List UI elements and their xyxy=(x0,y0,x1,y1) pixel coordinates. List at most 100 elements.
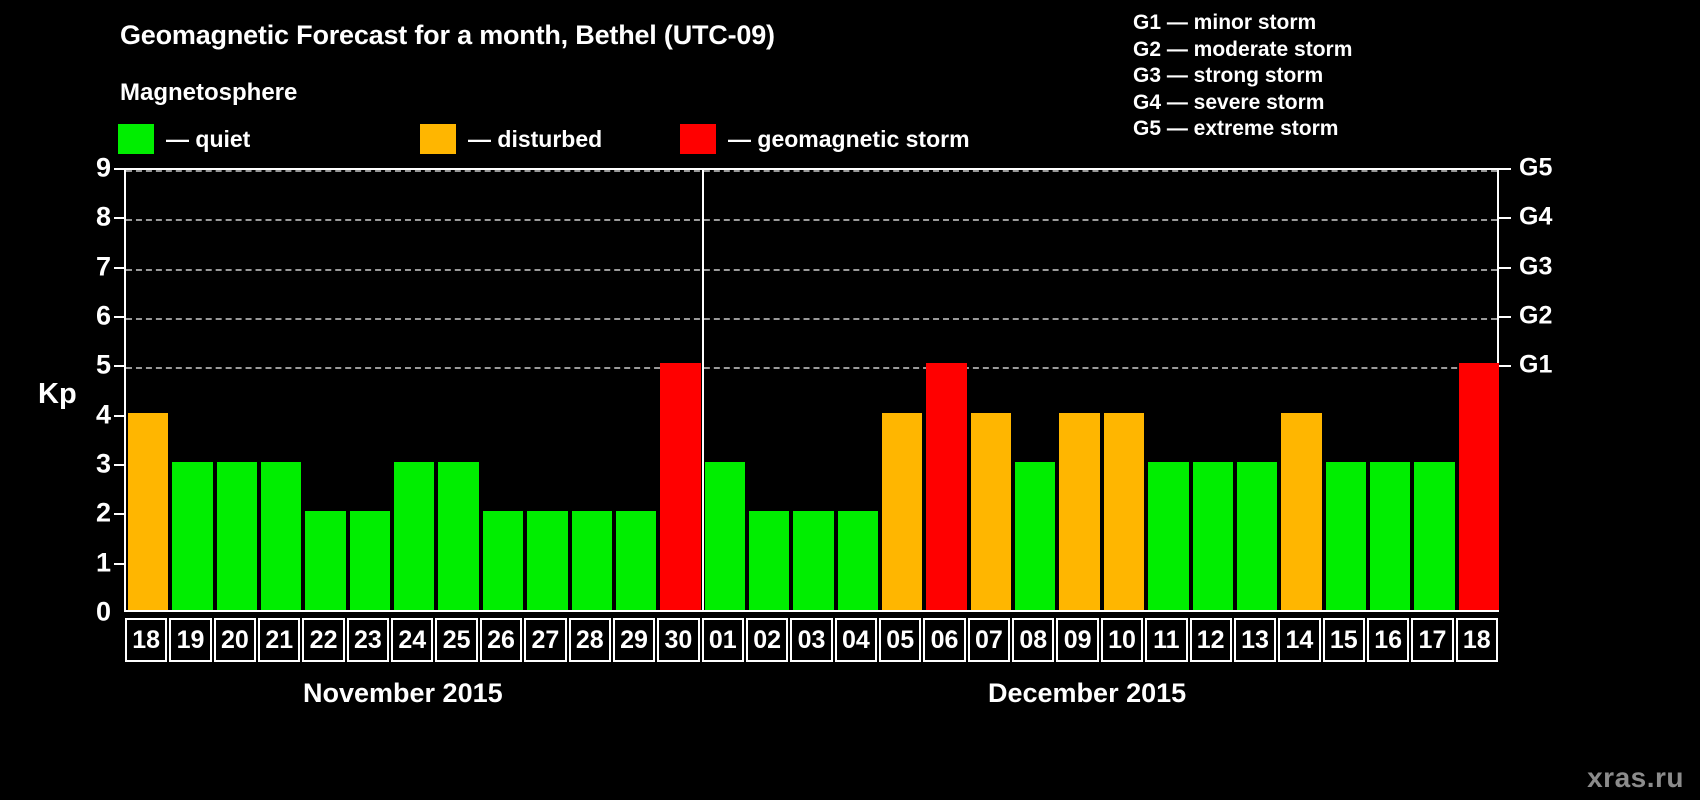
bar-december-06 xyxy=(926,363,967,610)
month-divider xyxy=(701,170,704,610)
day-label-december-10: 10 xyxy=(1100,618,1144,662)
legend-entry-disturbed: — disturbed xyxy=(420,122,602,156)
day-label-november-21: 21 xyxy=(258,618,301,662)
bar-november-18 xyxy=(128,412,169,610)
bar-december-05 xyxy=(882,412,923,610)
day-label-december-16: 16 xyxy=(1366,618,1410,662)
gridline-kp-6 xyxy=(126,318,1497,320)
y-tick-label-2: 2 xyxy=(95,497,111,528)
bar-december-17 xyxy=(1414,462,1455,610)
bar-december-02 xyxy=(748,511,790,610)
y-tick-label-5: 5 xyxy=(95,349,111,380)
day-label-december-13: 13 xyxy=(1233,618,1277,662)
y-tick-mark-1 xyxy=(114,562,124,565)
day-label-december-08: 08 xyxy=(1012,618,1055,662)
day-label-november-30: 30 xyxy=(657,618,700,662)
bar-december-04 xyxy=(837,511,879,610)
bar-december-07 xyxy=(970,412,1012,610)
bar-december-08 xyxy=(1015,462,1056,610)
day-label-december-02: 02 xyxy=(745,618,789,662)
day-label-november-29: 29 xyxy=(612,618,656,662)
bar-november-27 xyxy=(527,511,568,610)
month-caption-december: December 2015 xyxy=(988,678,1187,708)
g-axis-tick-g4 xyxy=(1499,217,1511,220)
y-tick-label-0: 0 xyxy=(95,596,111,627)
legend-swatch-disturbed xyxy=(420,124,456,154)
bar-december-03 xyxy=(793,511,834,610)
bar-november-23 xyxy=(349,511,391,610)
bar-november-28 xyxy=(571,511,612,610)
g-axis-tick-g5 xyxy=(1499,168,1511,170)
g-axis-tick-g2 xyxy=(1499,316,1511,318)
g-axis-label-g3: G3 xyxy=(1519,252,1553,281)
month-caption-november: November 2015 xyxy=(303,678,503,708)
day-label-december-17: 17 xyxy=(1411,618,1454,662)
bar-december-14 xyxy=(1281,412,1322,610)
y-tick-mark-9 xyxy=(114,168,124,170)
g-legend-row-g1: G1 — minor storm xyxy=(1133,11,1317,34)
bar-november-29 xyxy=(615,511,657,610)
legend-swatch-quiet xyxy=(118,124,154,154)
y-tick-label-6: 6 xyxy=(95,300,111,331)
day-axis-labels: 18 19 20 21 22 23 24 25 26 27 28 29 30 01 02 03 04 05 06 07… xyxy=(124,618,1499,662)
legend-label-geomagnetic-storm: — geomagnetic storm xyxy=(728,125,970,152)
gridline-kp-8 xyxy=(126,219,1497,222)
day-label-december-03: 03 xyxy=(790,618,833,662)
g-legend-row-g4: G4 — severe storm xyxy=(1133,90,1325,114)
g-legend-row-g3: G3 — strong storm xyxy=(1133,64,1324,87)
y-tick-mark-6 xyxy=(114,316,124,318)
bar-december-15 xyxy=(1325,462,1366,610)
bars-layer xyxy=(126,170,1499,610)
g-legend-row-g5: G5 — extreme storm xyxy=(1133,117,1339,140)
day-label-december-15: 15 xyxy=(1322,618,1365,662)
y-tick-label-8: 8 xyxy=(95,201,111,232)
y-tick-label-3: 3 xyxy=(95,448,111,479)
bar-december-18 xyxy=(1458,363,1499,610)
legend-swatch-geomagnetic-storm xyxy=(680,124,716,154)
watermark: xras.ru xyxy=(1587,762,1684,793)
legend-entry-geomagnetic-storm: — geomagnetic storm xyxy=(680,122,970,156)
day-label-december-11: 11 xyxy=(1145,618,1188,662)
g-axis-label-g1: G1 xyxy=(1519,350,1553,379)
bar-december-11 xyxy=(1148,462,1189,610)
bar-november-22 xyxy=(305,511,346,610)
page-title: Geomagnetic Forecast for a month, Bethel… xyxy=(120,20,775,50)
day-label-december-07: 07 xyxy=(967,618,1011,662)
day-label-november-26: 26 xyxy=(479,618,523,662)
legend-entry-quiet: — quiet xyxy=(118,122,250,156)
day-label-december-01: 01 xyxy=(701,618,744,662)
plot-area xyxy=(124,168,1499,612)
g-axis-tick-g1 xyxy=(1499,365,1511,368)
day-label-december-14: 14 xyxy=(1278,618,1321,662)
y-tick-mark-2 xyxy=(114,513,124,516)
day-label-december-05: 05 xyxy=(879,618,922,662)
bar-december-16 xyxy=(1369,462,1411,610)
magnetosphere-label: Magnetosphere xyxy=(120,79,298,106)
g-axis-label-g2: G2 xyxy=(1519,301,1553,330)
y-tick-label-4: 4 xyxy=(95,399,111,430)
day-label-december-04: 04 xyxy=(834,618,878,662)
bar-december-10 xyxy=(1103,412,1145,610)
day-label-december-12: 12 xyxy=(1189,618,1232,662)
y-tick-label-1: 1 xyxy=(95,547,111,578)
bar-november-20 xyxy=(216,462,258,610)
y-tick-mark-8 xyxy=(114,217,124,220)
day-label-november-27: 27 xyxy=(524,618,567,662)
gridline-kp-9 xyxy=(126,170,1497,172)
legend-label-disturbed: — disturbed xyxy=(468,125,603,152)
y-tick-mark-7 xyxy=(114,266,124,269)
bar-december-13 xyxy=(1236,462,1278,610)
bar-december-09 xyxy=(1059,412,1100,610)
y-tick-mark-4 xyxy=(114,414,124,417)
bar-november-21 xyxy=(261,462,302,610)
day-label-november-24: 24 xyxy=(391,618,434,662)
plot-inner xyxy=(126,170,1499,610)
day-label-december-09: 09 xyxy=(1056,618,1099,662)
g-scale-legend: G1 — minor storm G2 — moderate storm G3 — … xyxy=(1133,10,1352,143)
gridline-kp-7 xyxy=(126,268,1497,271)
legend-label-quiet: — quiet xyxy=(166,125,251,152)
g-axis-label-g4: G4 xyxy=(1519,202,1553,231)
gridline-kp-5 xyxy=(126,367,1497,370)
day-label-november-22: 22 xyxy=(302,618,345,662)
day-label-december-06: 06 xyxy=(923,618,966,662)
